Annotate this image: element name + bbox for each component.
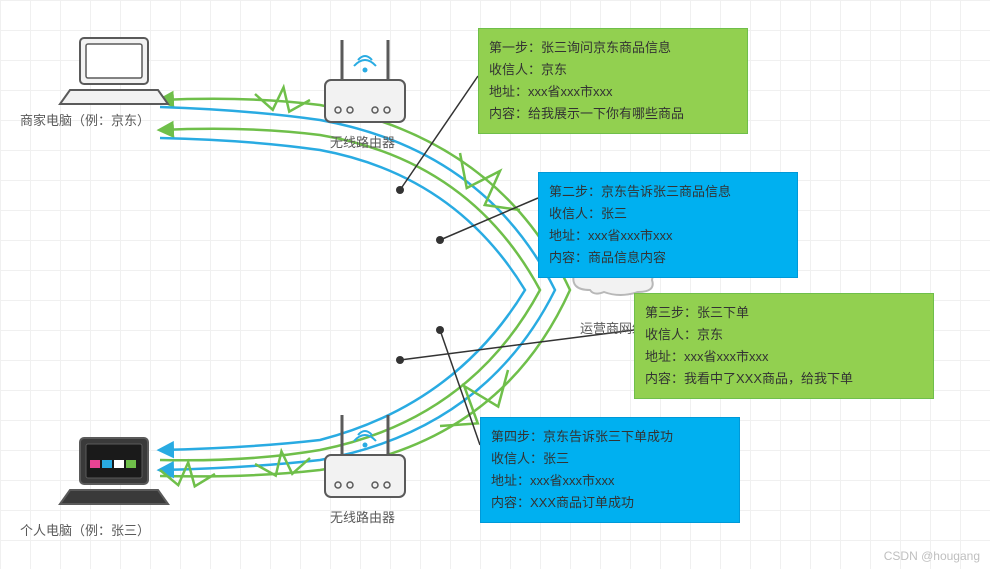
message-line: 第四步：京东告诉张三下单成功 bbox=[491, 426, 729, 448]
callout-line bbox=[440, 198, 538, 240]
personal-laptop-icon bbox=[60, 438, 168, 504]
message-box-step3: 第三步：张三下单收信人：京东地址：xxx省xxx市xxx内容：我看中了XXX商品… bbox=[634, 293, 934, 399]
message-box-step1: 第一步：张三询问京东商品信息收信人：京东地址：xxx省xxx市xxx内容：给我展… bbox=[478, 28, 748, 134]
message-line: 第三步：张三下单 bbox=[645, 302, 923, 324]
router-bottom-label: 无线路由器 bbox=[330, 507, 395, 526]
message-line: 内容：给我展示一下你有哪些商品 bbox=[489, 103, 737, 125]
callout-line bbox=[440, 330, 480, 445]
message-line: 第一步：张三询问京东商品信息 bbox=[489, 37, 737, 59]
callout-dot bbox=[436, 326, 444, 334]
wireless-bolt bbox=[460, 153, 520, 210]
message-line: 地址：xxx省xxx市xxx bbox=[489, 81, 737, 103]
personal-pc-label: 个人电脑（例：张三） bbox=[20, 520, 150, 539]
wireless-bolt bbox=[255, 87, 310, 111]
router-top-icon bbox=[325, 40, 405, 122]
wireless-bolt bbox=[160, 462, 215, 486]
message-line: 收信人：张三 bbox=[549, 203, 787, 225]
wireless-bolt bbox=[255, 451, 310, 475]
message-line: 内容：我看中了XXX商品，给我下单 bbox=[645, 368, 923, 390]
message-line: 地址：xxx省xxx市xxx bbox=[645, 346, 923, 368]
message-line: 内容：商品信息内容 bbox=[549, 247, 787, 269]
step2-back bbox=[160, 107, 555, 470]
message-line: 地址：xxx省xxx市xxx bbox=[491, 470, 729, 492]
watermark: CSDN @hougang bbox=[884, 549, 980, 563]
message-line: 收信人：京东 bbox=[645, 324, 923, 346]
merchant-laptop-icon bbox=[60, 38, 168, 104]
router-top-label: 无线路由器 bbox=[330, 132, 395, 151]
callout-dot bbox=[396, 356, 404, 364]
step3-out bbox=[160, 129, 540, 461]
router-bottom-icon bbox=[325, 415, 405, 497]
callout-dot bbox=[436, 236, 444, 244]
message-line: 收信人：京东 bbox=[489, 59, 737, 81]
message-line: 内容：XXX商品订单成功 bbox=[491, 492, 729, 514]
message-line: 收信人：张三 bbox=[491, 448, 729, 470]
callout-line bbox=[400, 76, 478, 190]
callout-dot bbox=[396, 186, 404, 194]
message-box-step4: 第四步：京东告诉张三下单成功收信人：张三地址：xxx省xxx市xxx内容：XXX… bbox=[480, 417, 740, 523]
message-line: 第二步：京东告诉张三商品信息 bbox=[549, 181, 787, 203]
merchant-pc-label: 商家电脑（例：京东） bbox=[20, 110, 150, 129]
message-line: 地址：xxx省xxx市xxx bbox=[549, 225, 787, 247]
message-box-step2: 第二步：京东告诉张三商品信息收信人：张三地址：xxx省xxx市xxx内容：商品信… bbox=[538, 172, 798, 278]
step4-back bbox=[160, 138, 525, 450]
